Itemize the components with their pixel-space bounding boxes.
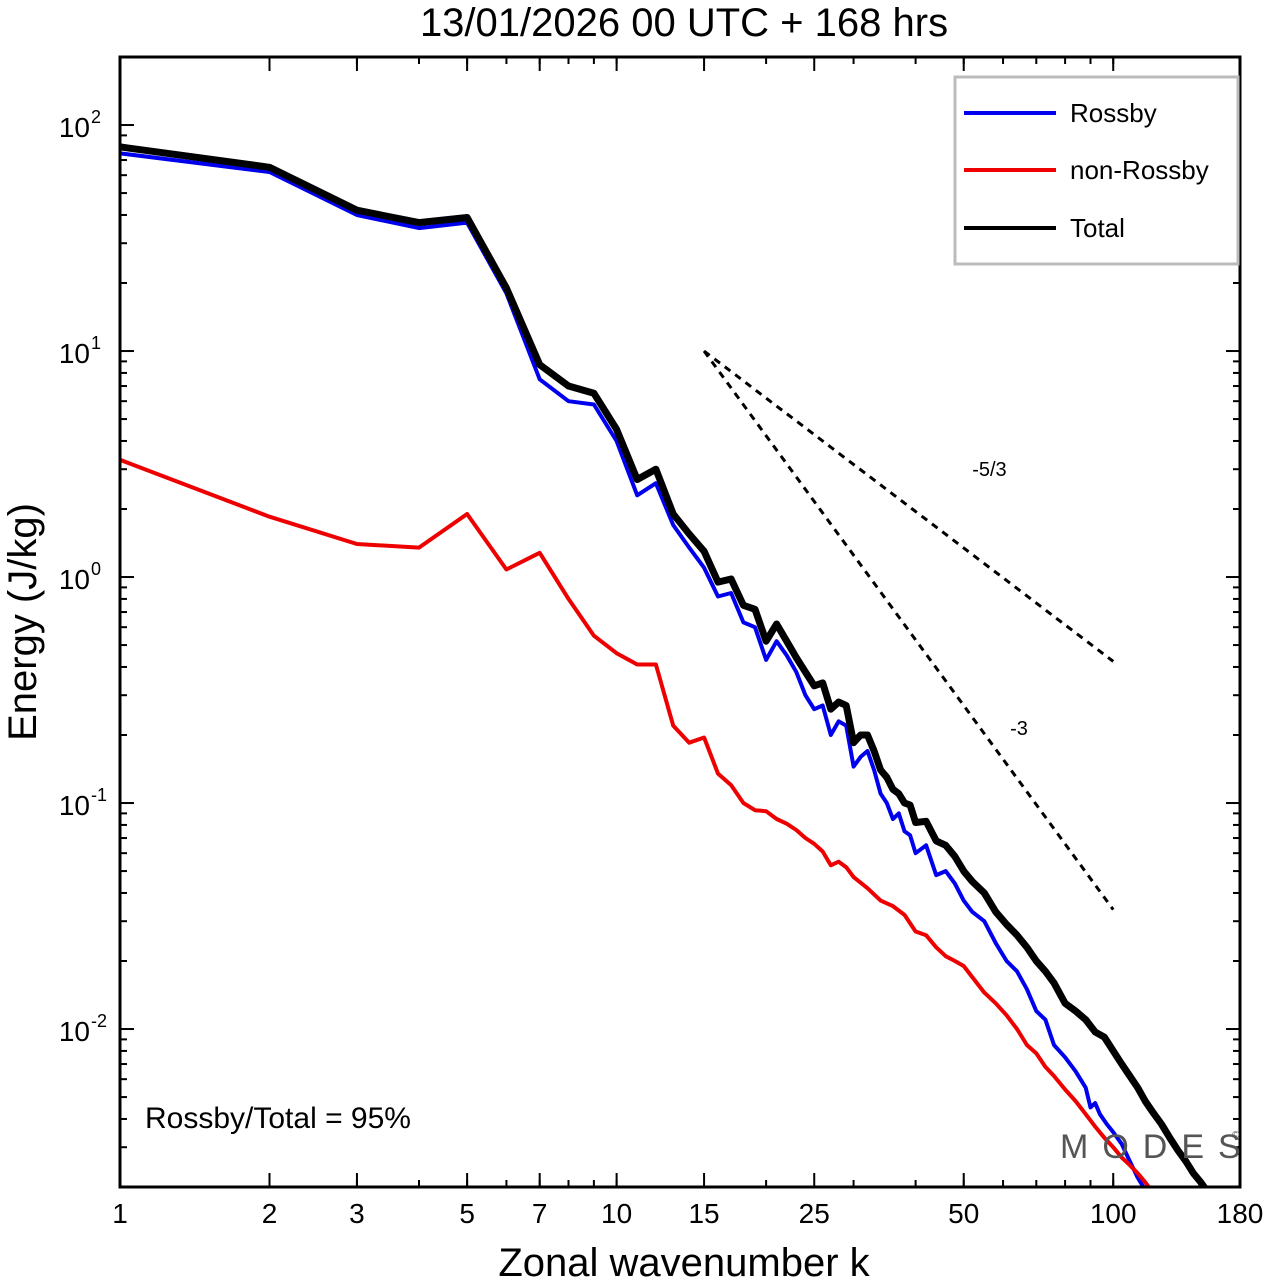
series-line-non-rossby	[120, 457, 1152, 1187]
reference-line	[702, 350, 1115, 911]
reference-slope-lines: -5/3 -3	[702, 349, 1115, 911]
y-tick-label: 10 -2	[59, 1011, 107, 1047]
x-tick-label: 10	[601, 1198, 632, 1229]
x-tick-label: 7	[532, 1198, 548, 1229]
series-line-total	[120, 143, 1209, 1187]
watermark-text: MODES	[1060, 1128, 1255, 1166]
y-tick-base: 10	[59, 338, 90, 369]
x-tick-label: 1	[112, 1198, 128, 1229]
y-tick-exponent: -2	[91, 1011, 107, 1031]
x-tick-label: 100	[1090, 1198, 1137, 1229]
plot-frame	[118, 55, 1242, 1189]
y-tick-base: 10	[59, 112, 90, 143]
x-tick-label: 3	[349, 1198, 365, 1229]
series-lines	[120, 143, 1209, 1187]
watermark-copyright: ©	[1232, 1130, 1240, 1141]
x-tick-label: 180	[1217, 1198, 1264, 1229]
modes-watermark: MODES ©	[1060, 1128, 1255, 1166]
series-line-rossby	[120, 151, 1146, 1187]
x-tick-label: 50	[948, 1198, 979, 1229]
x-axis-label: Zonal wavenumber k	[498, 1241, 870, 1281]
legend-label-non-rossby: non-Rossby	[1070, 155, 1209, 185]
y-tick-base: 10	[59, 564, 90, 595]
y-tick-exponent: -1	[91, 785, 107, 805]
y-tick-label: 10 2	[59, 107, 101, 143]
legend-label-total: Total	[1070, 213, 1125, 243]
y-tick-exponent: 1	[91, 333, 101, 353]
y-axis-label: Energy (J/kg)	[1, 503, 45, 741]
legend-label-rossby: Rossby	[1070, 98, 1157, 128]
x-tick-label: 2	[262, 1198, 278, 1229]
legend: Rossby non-Rossby Total	[953, 75, 1240, 266]
rossby-total-ratio: Rossby/Total = 95%	[145, 1102, 411, 1135]
reference-line-label: -3	[1010, 718, 1028, 740]
reference-line	[703, 349, 1115, 663]
reference-line-label: -5/3	[972, 459, 1006, 481]
y-tick-base: 10	[59, 790, 90, 821]
x-tick-label: 5	[459, 1198, 475, 1229]
y-tick-label: 10 0	[59, 559, 101, 595]
y-tick-base: 10	[59, 1016, 90, 1047]
y-tick-label: 10 -1	[59, 785, 107, 821]
chart-title: 13/01/2026 00 UTC + 168 hrs	[420, 1, 948, 45]
x-tick-label: 15	[688, 1198, 719, 1229]
x-tick-label: 25	[799, 1198, 830, 1229]
x-tick-labels: 1 2 3 5 7 10 15 25 50 100 180	[112, 1198, 1263, 1229]
y-tick-exponent: 0	[91, 559, 101, 579]
y-tick-exponent: 2	[91, 107, 101, 127]
y-tick-label: 10 1	[59, 333, 101, 369]
